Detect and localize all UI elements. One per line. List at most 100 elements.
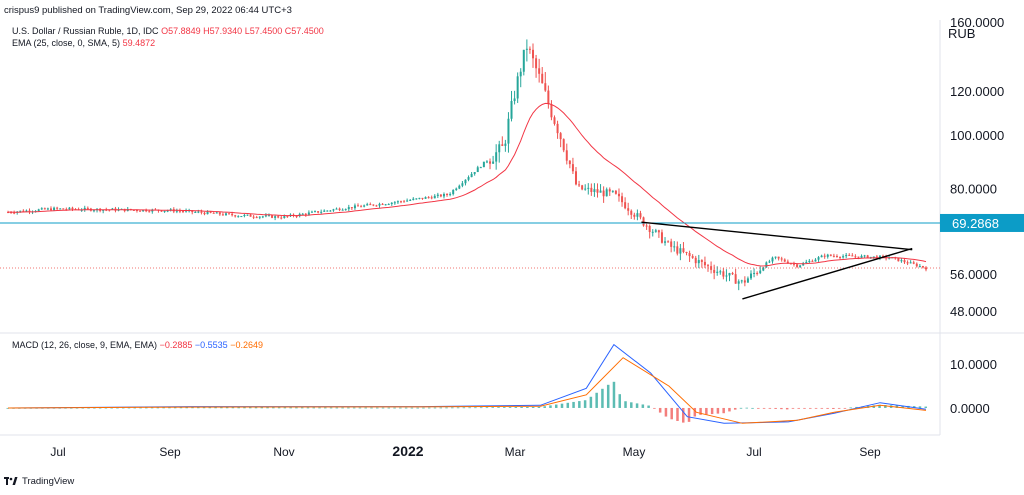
candle-body [802, 263, 805, 266]
candle-body [621, 196, 624, 203]
candle-body [13, 212, 16, 214]
macd-histogram-bar [347, 407, 350, 409]
candle-body [452, 189, 455, 195]
macd-histogram-bar [699, 407, 702, 415]
candle-body [697, 260, 700, 264]
candle-body [525, 48, 528, 50]
candle-body [160, 210, 163, 212]
macd-histogram-bar [98, 407, 102, 409]
ohlc-high: H57.9340 [203, 26, 243, 36]
candle-body [528, 48, 531, 50]
macd-histogram-bar [705, 407, 708, 415]
candle-body [166, 210, 169, 212]
candle-body [519, 71, 522, 77]
candle-body [449, 194, 452, 196]
time-tick-label: Mar [505, 445, 526, 459]
candle-body [611, 190, 614, 192]
candle-body [516, 76, 519, 99]
candle-body [679, 248, 682, 254]
macd-label: MACD (12, 26, close, 9, EMA, EMA) [12, 340, 158, 350]
candle-body [479, 167, 482, 169]
candle-body [918, 266, 921, 268]
candle-body [320, 211, 323, 213]
macd-histogram-bar [884, 405, 887, 408]
candle-body [590, 187, 593, 192]
candle-body [584, 188, 587, 190]
candle-body [375, 205, 378, 207]
candle-body [363, 205, 366, 207]
macd-histogram-bar [300, 407, 304, 409]
candle-body [811, 260, 814, 262]
candle-body [40, 208, 43, 210]
candle-body [271, 215, 274, 218]
trendline-lower [742, 247, 913, 300]
candle-body [510, 101, 513, 119]
candle-body [234, 215, 237, 217]
macd-histogram-bar [237, 407, 240, 409]
candle-body [221, 214, 224, 216]
macd-histogram-bar [312, 407, 315, 409]
candle-body [771, 257, 774, 262]
candle-body [805, 261, 808, 264]
candle-body [424, 197, 427, 199]
macd-histogram-bar [855, 406, 858, 408]
ema-label: EMA (25, close, 0, SMA, 5) [12, 38, 121, 48]
candle-body [777, 256, 780, 259]
candle-body [688, 252, 691, 257]
macd-histogram-bar [514, 407, 518, 408]
candle-body [353, 205, 356, 209]
macd-histogram-bar [820, 407, 824, 409]
macd-histogram-bar [682, 407, 685, 423]
macd-histogram-bar [225, 407, 229, 409]
macd-histogram-bar [832, 407, 835, 409]
macd-line [7, 343, 927, 424]
candle-body [660, 232, 663, 243]
candle-body [614, 190, 617, 194]
candle-body [728, 273, 731, 276]
candle-body [439, 194, 442, 197]
candle-body [507, 118, 510, 144]
candle-body [544, 83, 547, 91]
candle-body [255, 217, 258, 219]
macd-histogram-bar [924, 406, 927, 408]
candle-body [71, 207, 74, 210]
candle-body [277, 216, 280, 218]
footer-brand: TradingView [22, 476, 75, 487]
candle-body [673, 246, 676, 248]
candle-body [799, 265, 802, 267]
macd-histogram-bar [179, 407, 183, 409]
candle-body [301, 213, 304, 215]
candle-body [467, 177, 470, 180]
macd-histogram-bar [185, 407, 188, 409]
macd-histogram-bar [341, 407, 344, 409]
ohlc-low: L57.4500 [244, 26, 283, 36]
macd-histogram-bar [243, 407, 246, 409]
candle-body [581, 185, 584, 190]
candles-group [7, 39, 927, 291]
macd-histogram-bar [197, 407, 200, 409]
candle-body [261, 216, 264, 218]
macd-histogram-bar [289, 407, 292, 409]
candle-body [329, 210, 332, 212]
candle-body [461, 183, 464, 186]
macd-histogram-bar [485, 407, 489, 409]
ema-group [8, 102, 927, 267]
footer: TradingView [4, 476, 74, 487]
candle-body [335, 208, 338, 210]
macd-histogram-bar [376, 407, 379, 409]
candle-body [332, 209, 335, 211]
candle-body [667, 241, 670, 243]
macd-histogram-bar [306, 407, 310, 409]
candle-body [191, 210, 194, 213]
macd-histogram-bar [133, 407, 137, 409]
macd-histogram-bar [387, 407, 391, 409]
candle-body [427, 197, 430, 199]
candle-body [562, 139, 565, 151]
candle-body [446, 194, 449, 196]
macd-histogram-bar [774, 407, 777, 409]
candle-body [37, 209, 40, 211]
macd-histogram-bar [785, 407, 789, 410]
candle-body [713, 269, 716, 273]
candle-body [676, 246, 679, 254]
